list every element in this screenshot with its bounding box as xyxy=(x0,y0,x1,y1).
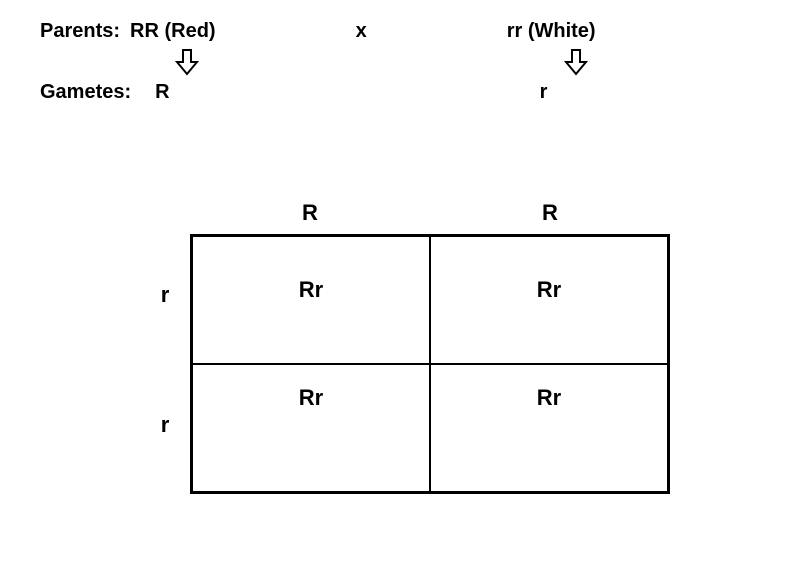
row-headers: r r xyxy=(140,230,190,490)
parent1-genotype: RR (Red) xyxy=(130,20,216,43)
cell-1-0: Rr xyxy=(190,364,430,494)
arrows-row xyxy=(140,48,760,81)
punnett-square: R R r r Rr Rr Rr Rr xyxy=(140,200,670,494)
gamete1-allele: R xyxy=(155,81,169,104)
down-arrow-icon xyxy=(564,48,588,81)
column-headers: R R xyxy=(190,200,670,234)
parents-row: Parents: RR (Red) x rr (White) xyxy=(40,20,760,43)
punnett-grid: Rr Rr Rr Rr xyxy=(190,234,670,494)
cross-symbol: x xyxy=(356,20,367,43)
cell-1-1: Rr xyxy=(430,364,670,494)
header-section: Parents: RR (Red) x rr (White) Gametes: … xyxy=(40,20,760,104)
col-header-2: R xyxy=(430,200,670,234)
cell-0-0: Rr xyxy=(190,234,430,364)
parents-label: Parents: xyxy=(40,20,120,43)
gametes-label: Gametes: xyxy=(40,81,131,104)
col-header-1: R xyxy=(190,200,430,234)
gametes-row: Gametes: R r xyxy=(40,81,760,104)
parent2-genotype: rr (White) xyxy=(507,20,596,43)
down-arrow-icon xyxy=(175,48,199,81)
gamete2-allele: r xyxy=(540,81,548,104)
row-header-1: r xyxy=(140,230,190,360)
cell-0-1: Rr xyxy=(430,234,670,364)
row-header-2: r xyxy=(140,360,190,490)
